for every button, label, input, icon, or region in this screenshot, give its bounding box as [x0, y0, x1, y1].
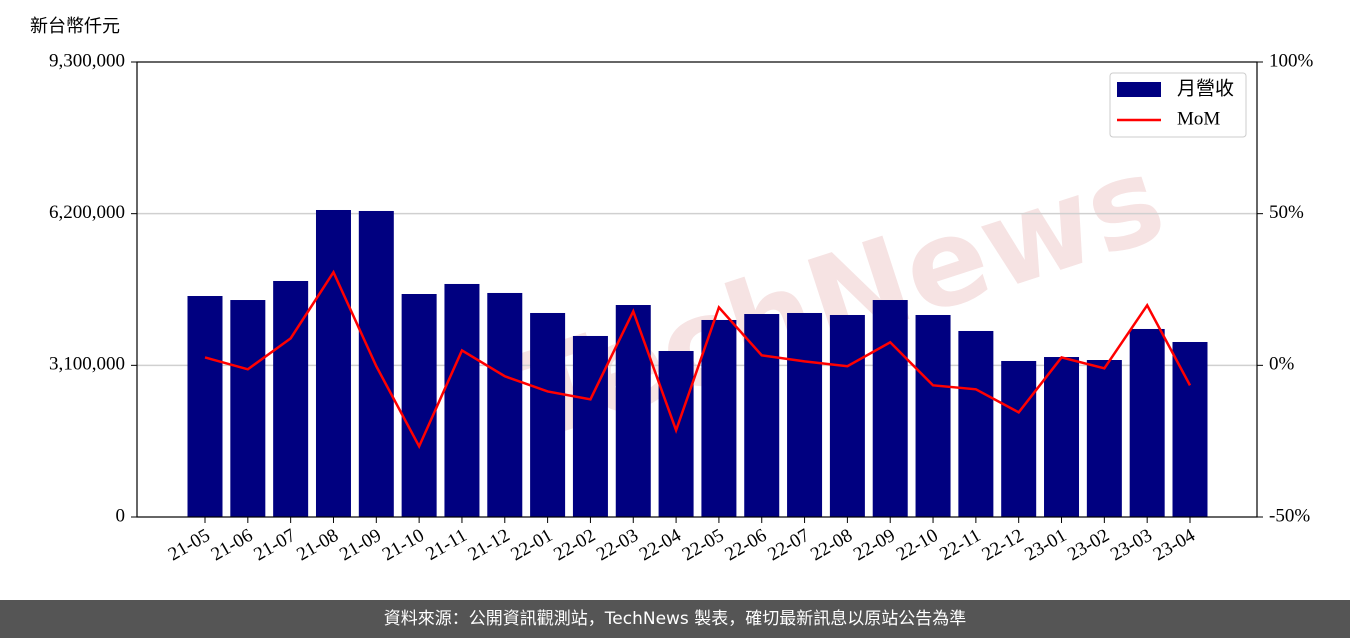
x-tick-label: 23-01 — [1021, 525, 1070, 565]
y-tick-label: 6,200,000 — [49, 202, 125, 223]
bar — [572, 335, 608, 517]
x-tick-label: 21-11 — [422, 525, 470, 565]
legend-swatch — [1117, 82, 1161, 97]
bar — [315, 209, 351, 517]
x-tick-label: 22-08 — [807, 525, 856, 565]
y2-tick-label: -50% — [1269, 505, 1310, 526]
plot-frame — [136, 61, 1258, 518]
bar — [401, 294, 437, 517]
bar — [915, 314, 951, 517]
x-tick-label: 21-08 — [293, 525, 342, 565]
x-tick-label: 23-03 — [1107, 525, 1156, 565]
x-tick-label: 21-06 — [208, 525, 257, 565]
y-axis-label: 新台幣仟元 — [30, 16, 120, 37]
bar — [444, 283, 480, 517]
bar — [1129, 328, 1165, 517]
bar — [1086, 360, 1122, 517]
x-tick-label: 22-01 — [507, 525, 556, 565]
footer: 資料來源：公開資訊觀測站，TechNews 製表，確切最新訊息以原站公告為準 — [384, 609, 966, 629]
legend-label: 月營收 — [1177, 78, 1234, 100]
bar — [487, 292, 523, 517]
bar — [230, 300, 266, 517]
bar — [872, 300, 908, 517]
bar — [787, 312, 823, 517]
bar — [658, 350, 694, 517]
bar — [1001, 360, 1037, 517]
x-tick-label: 23-04 — [1150, 525, 1199, 566]
bar — [1172, 341, 1208, 517]
legend-label: MoM — [1177, 108, 1220, 129]
y2-tick-label: 50% — [1269, 202, 1304, 223]
x-tick-label: 21-09 — [336, 525, 385, 565]
x-tick-label: 23-02 — [1064, 525, 1113, 565]
x-tick-label: 21-12 — [465, 525, 514, 565]
x-tick-label: 22-10 — [893, 525, 942, 565]
bar — [829, 314, 865, 517]
x-tick-label: 21-10 — [379, 525, 428, 565]
bar — [1044, 357, 1080, 517]
x-tick-label: 22-11 — [936, 525, 984, 565]
bar — [187, 296, 223, 517]
x-tick-label: 22-03 — [593, 525, 642, 565]
x-tick-label: 22-02 — [550, 525, 599, 565]
y-tick-label: 3,100,000 — [49, 354, 125, 375]
y-tick-label: 0 — [116, 505, 126, 526]
plot — [137, 209, 1257, 517]
y-tick-label: 9,300,000 — [49, 50, 125, 71]
bar — [530, 312, 566, 517]
bar — [744, 314, 780, 517]
x-tick-label: 21-07 — [250, 525, 299, 565]
footer-bar — [0, 600, 1350, 638]
y2-tick-label: 0% — [1269, 354, 1295, 375]
x-tick-label: 22-12 — [978, 525, 1027, 565]
bar — [958, 330, 994, 517]
bar — [273, 280, 309, 517]
mom-line — [204, 269, 1192, 450]
x-tick-label: 22-06 — [722, 525, 771, 565]
x-tick-label: 22-09 — [850, 525, 899, 565]
x-tick-label: 22-07 — [764, 525, 813, 565]
bar — [701, 319, 737, 517]
x-tick-label: 21-05 — [165, 525, 214, 565]
y2-tick-label: 100% — [1269, 50, 1314, 71]
x-tick-label: 22-04 — [636, 525, 685, 566]
x-tick-label: 22-05 — [679, 525, 728, 565]
